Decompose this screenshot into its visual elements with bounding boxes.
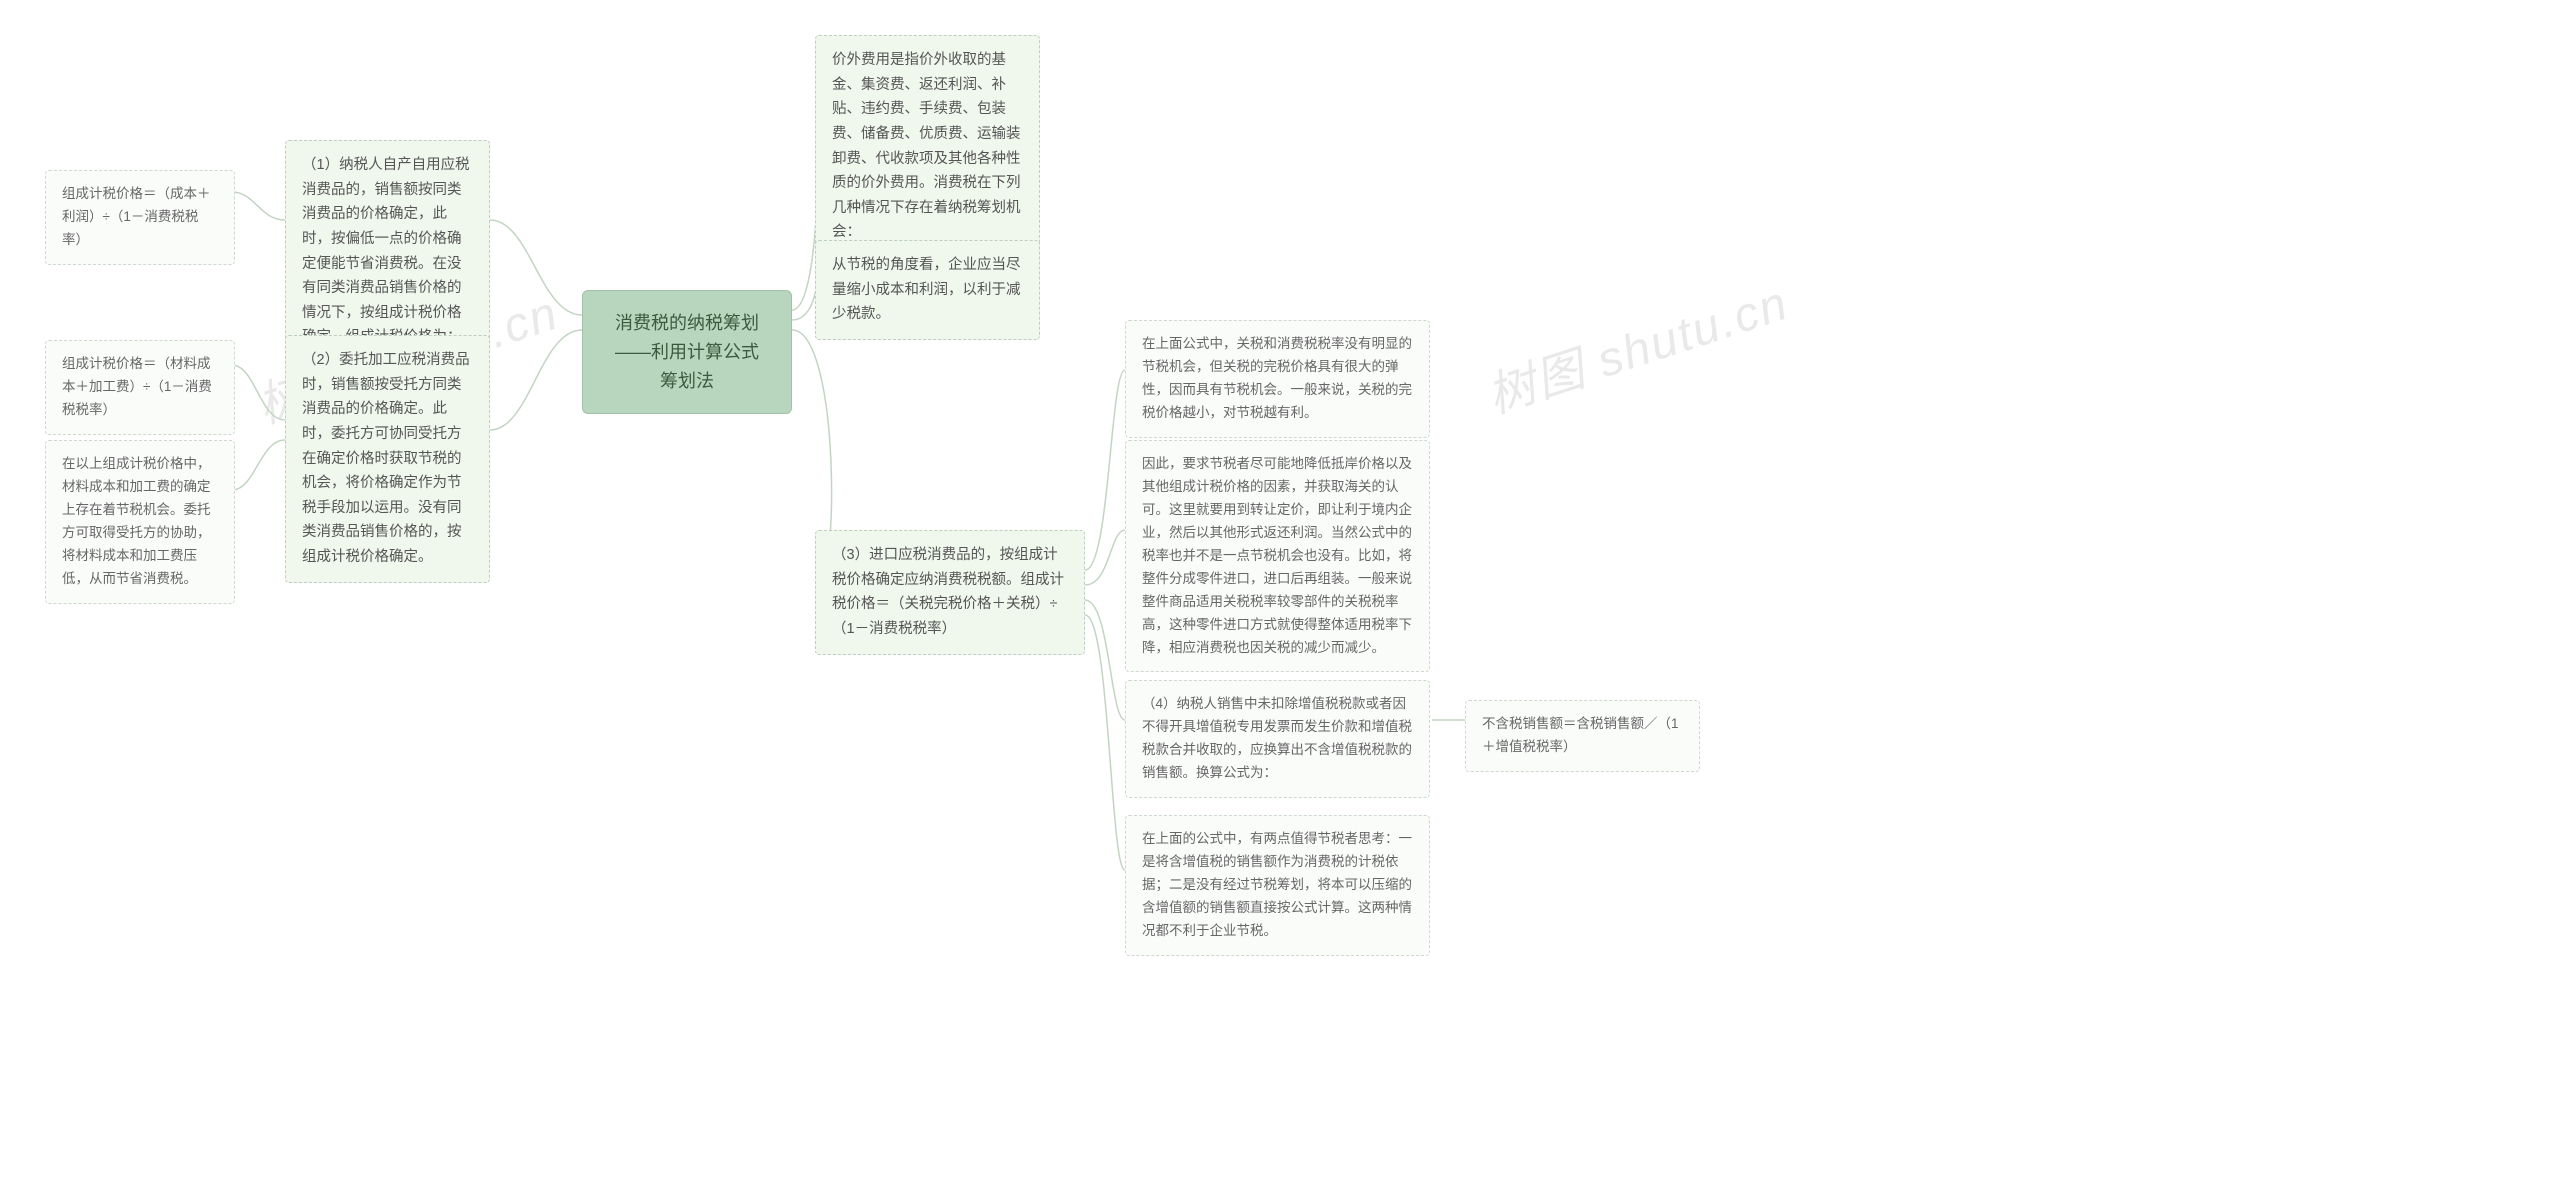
branch-2-child-2: 在以上组成计税价格中，材料成本和加工费的确定上存在着节税机会。委托方可取得受托方… — [45, 440, 235, 604]
right-top-note-1: 价外费用是指价外收取的基金、集资费、返还利润、补贴、违约费、手续费、包装费、储备… — [815, 35, 1040, 258]
branch-3-child-3: （4）纳税人销售中未扣除增值税税款或者因不得开具增值税专用发票而发生价款和增值税… — [1125, 680, 1430, 798]
branch-3-child-4: 在上面的公式中，有两点值得节税者思考：一是将含增值税的销售额作为消费税的计税依据… — [1125, 815, 1430, 956]
right-top-note-2: 从节税的角度看，企业应当尽量缩小成本和利润，以利于减少税款。 — [815, 240, 1040, 340]
branch-1-child: 组成计税价格＝（成本＋利润）÷（1－消费税税率） — [45, 170, 235, 265]
branch-3-child-2: 因此，要求节税者尽可能地降低抵岸价格以及其他组成计税价格的因素，并获取海关的认可… — [1125, 440, 1430, 672]
watermark-right: 树图 shutu.cn — [1477, 263, 1796, 426]
branch-1: （1）纳税人自产自用应税消费品的，销售额按同类消费品的价格确定，此时，按偏低一点… — [285, 140, 490, 363]
branch-2: （2）委托加工应税消费品时，销售额按受托方同类消费品的价格确定。此时，委托方可协… — [285, 335, 490, 583]
branch-3-child-1: 在上面公式中，关税和消费税税率没有明显的节税机会，但关税的完税价格具有很大的弹性… — [1125, 320, 1430, 438]
branch-3-child-3-sub: 不含税销售额＝含税销售额／（1＋增值税税率） — [1465, 700, 1700, 772]
branch-2-child-1: 组成计税价格＝（材料成本＋加工费）÷（1－消费税税率） — [45, 340, 235, 435]
root-node: 消费税的纳税筹划——利用计算公式筹划法 — [582, 290, 792, 414]
branch-3: （3）进口应税消费品的，按组成计税价格确定应纳消费税税额。组成计税价格＝（关税完… — [815, 530, 1085, 655]
